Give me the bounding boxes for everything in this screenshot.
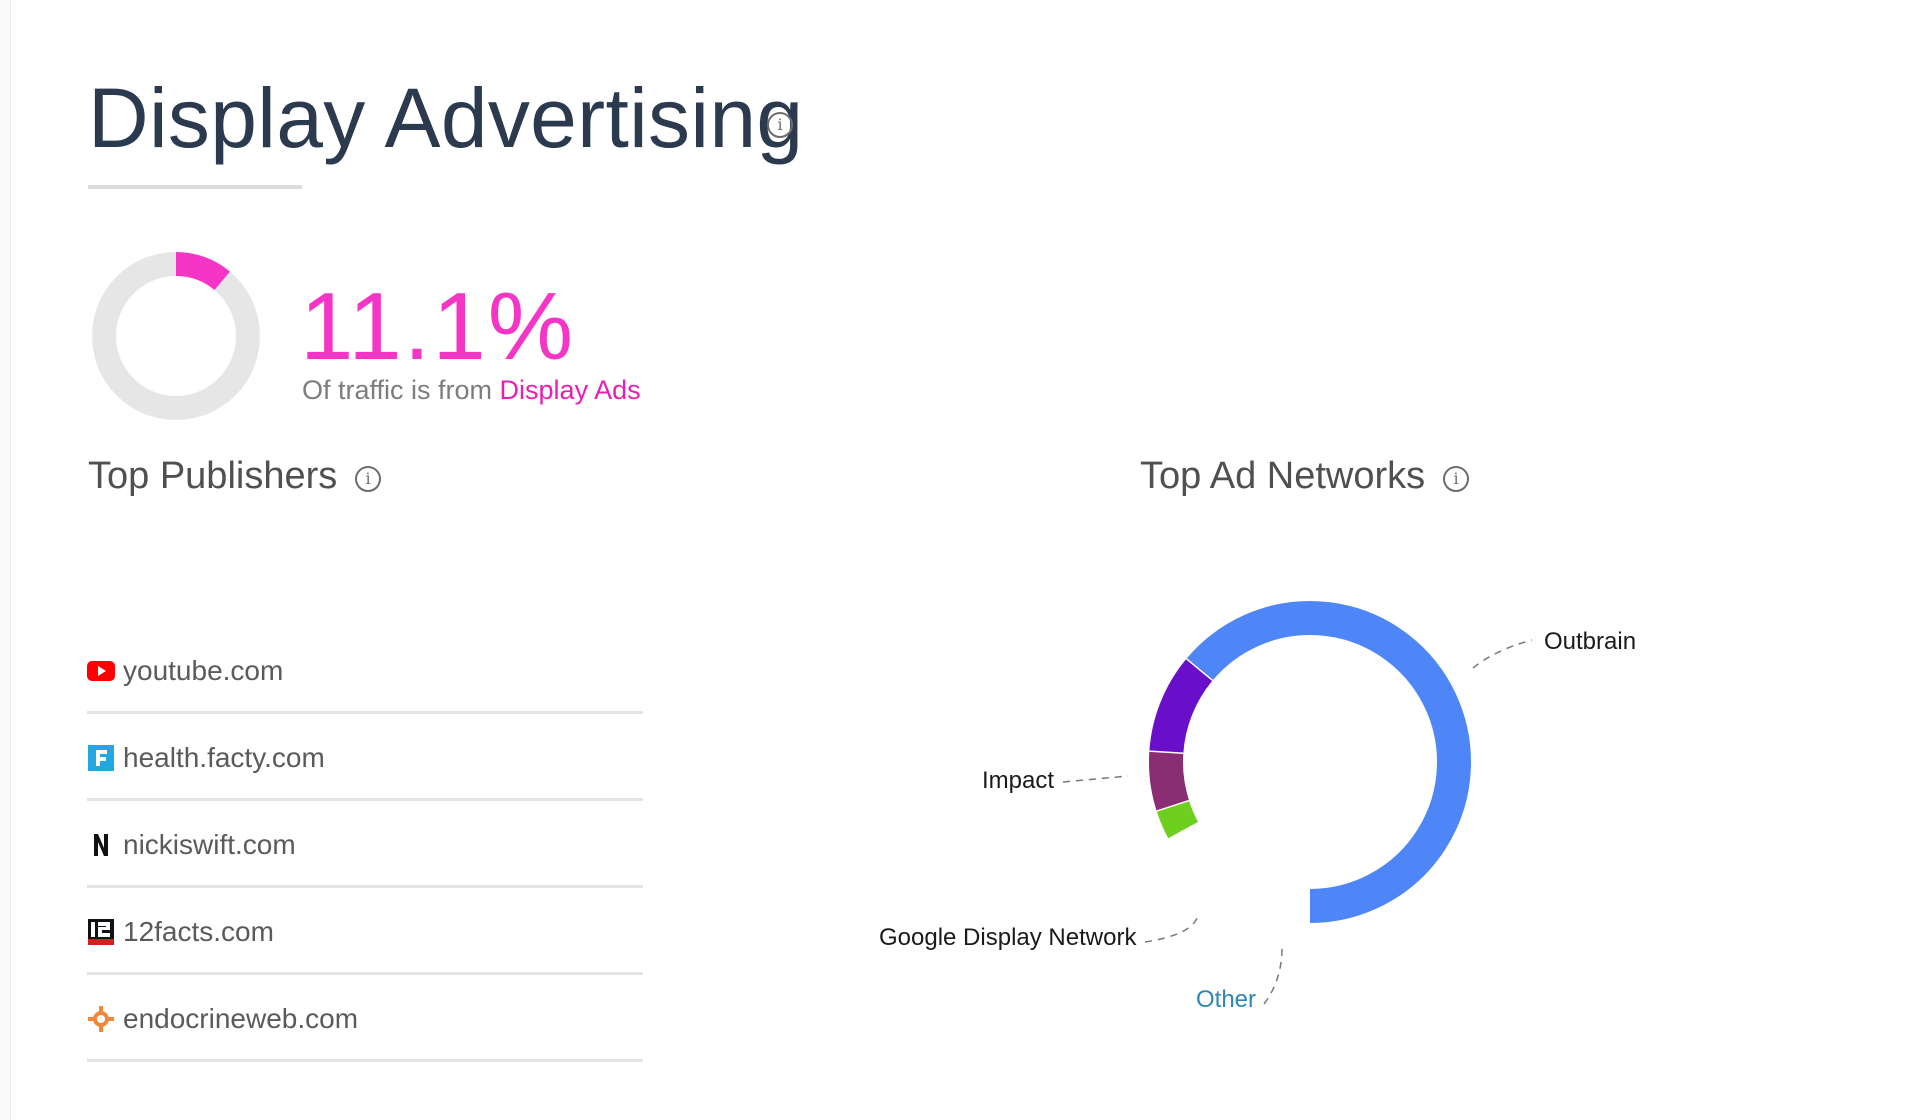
top-ad-networks-title: Top Ad Networks: [1140, 455, 1426, 497]
donut-slice-outbrain[interactable]: [1185, 601, 1471, 923]
list-item[interactable]: endocrineweb.com: [87, 978, 643, 1062]
leader-line-google: [1144, 917, 1198, 943]
caption-prefix: Of traffic is from: [302, 375, 493, 405]
display-share-arc: [175, 252, 230, 291]
donut-slice-separator: [1168, 821, 1200, 841]
display-share-percent: 11.1%: [300, 273, 576, 380]
publisher-name: nickiswift.com: [123, 828, 296, 860]
display-share-track: [92, 252, 260, 420]
network-label-other: Other: [1196, 986, 1257, 1013]
leader-line-outbrain: [1472, 639, 1533, 669]
leader-line-impact: [1062, 775, 1129, 783]
top-publishers-title: Top Publishers: [88, 455, 338, 497]
donut-slice-separator: [1156, 799, 1190, 814]
donut-slice-impact[interactable]: [1149, 751, 1190, 812]
publisher-name: health.facty.com: [123, 741, 325, 773]
nickiswift-icon: [87, 831, 115, 859]
network-label-google: Google Display Network: [879, 924, 1137, 951]
network-label-impact: Impact: [982, 767, 1055, 794]
endocrineweb-icon: [87, 1005, 115, 1033]
info-icon[interactable]: i: [1443, 466, 1469, 492]
display-share-ring: [92, 252, 260, 420]
publisher-name: endocrineweb.com: [123, 1002, 359, 1034]
list-item[interactable]: 12facts.com: [87, 891, 643, 975]
donut-slice-google-display-network[interactable]: [1149, 659, 1213, 755]
12facts-icon: [87, 918, 115, 946]
youtube-icon: [87, 657, 115, 685]
page-title: Display Advertising: [88, 71, 804, 165]
facty-icon: [87, 744, 115, 772]
list-item[interactable]: health.facty.com: [87, 717, 643, 801]
info-icon[interactable]: i: [767, 112, 793, 138]
left-panel-border: [0, 0, 11, 1120]
donut-slice-separator: [1149, 750, 1184, 756]
network-label-outbrain: Outbrain: [1544, 628, 1637, 655]
list-item[interactable]: youtube.com: [87, 630, 643, 714]
display-share-caption: Of traffic is from Display Ads: [302, 375, 641, 406]
leader-line-other: [1263, 947, 1283, 1005]
publisher-name: 12facts.com: [123, 915, 274, 947]
donut-slice-other[interactable]: [1156, 800, 1199, 840]
list-item[interactable]: nickiswift.com: [87, 804, 643, 888]
donut-slice-separator: [1184, 658, 1214, 683]
info-icon[interactable]: i: [355, 466, 381, 492]
publisher-name: youtube.com: [123, 654, 284, 686]
publishers-list: youtube.com health.facty.com nickiswift.…: [87, 630, 643, 1065]
display-ads-link[interactable]: Display Ads: [499, 375, 641, 405]
title-underline: [88, 185, 302, 189]
